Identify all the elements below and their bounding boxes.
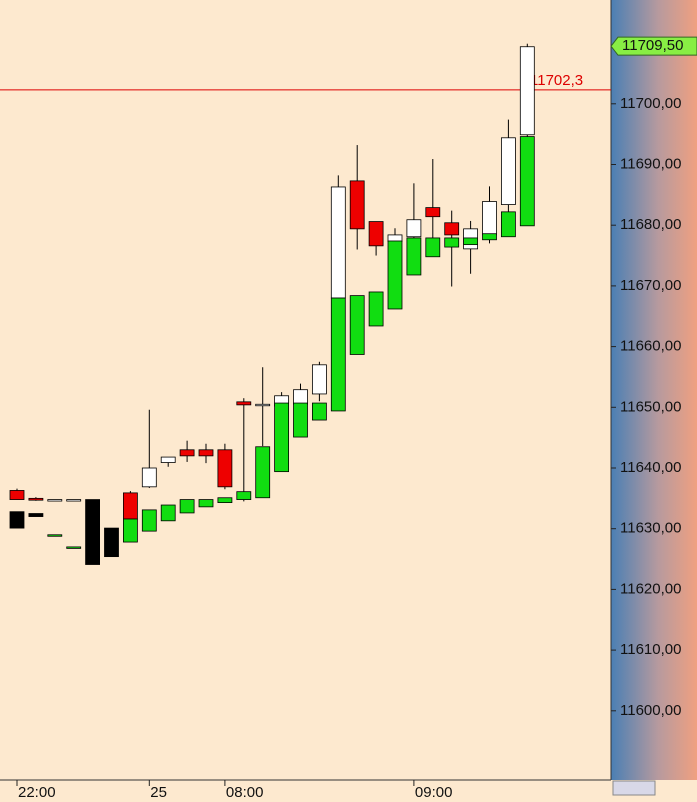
y-tick-label: 11650,00 (620, 398, 681, 415)
candle-body (311, 402, 327, 421)
candle-body (160, 504, 176, 522)
candle-body (236, 491, 252, 500)
candle-body (217, 497, 233, 503)
y-tick-label: 11670,00 (620, 277, 681, 294)
candle-body (425, 237, 441, 258)
candle-body (198, 499, 214, 508)
candle-body (28, 513, 44, 517)
candle-body (9, 490, 25, 500)
y-tick-label: 11610,00 (620, 641, 681, 658)
y-tick-label: 11620,00 (620, 580, 681, 597)
candle-body (387, 240, 403, 310)
candle-body (293, 389, 308, 405)
level-label: 11702,3 (530, 72, 583, 89)
candle-body (311, 364, 327, 395)
candle-body (236, 401, 252, 406)
candle-body (500, 211, 516, 238)
candle-body (123, 492, 138, 520)
candle-body (368, 291, 384, 327)
candle-body (406, 237, 422, 276)
candle-body (217, 449, 233, 488)
x-axis-panel (0, 780, 697, 802)
candle-body (141, 509, 157, 532)
y-tick-label: 11630,00 (620, 520, 681, 537)
candle-body (66, 546, 82, 549)
x-tick-label: 25 (150, 784, 167, 801)
candle-body (444, 222, 460, 236)
candle-body (47, 534, 63, 537)
candle-body (519, 136, 535, 227)
candle-body (406, 219, 422, 238)
candle-body (330, 186, 346, 299)
x-tick-label: 09:00 (415, 784, 453, 801)
candle-body (349, 180, 365, 230)
y-tick-label: 11640,00 (620, 459, 681, 476)
candle-body (463, 237, 479, 246)
candle-body (274, 402, 290, 473)
candle-body (330, 297, 346, 412)
candle-body (9, 511, 25, 529)
candle-body (368, 221, 384, 247)
y-tick-label: 11660,00 (620, 338, 681, 355)
last-price-label: 11709,50 (622, 37, 683, 54)
last-price-tag (610, 36, 697, 56)
candle-body (123, 518, 138, 543)
candle-body (104, 527, 119, 558)
candle-body (519, 46, 535, 136)
candle-body (293, 402, 308, 438)
candle-body (255, 446, 271, 499)
candle-body (28, 497, 44, 501)
candle-body (66, 499, 82, 502)
candle-body (349, 295, 365, 355)
candle-body (482, 233, 497, 241)
candle-body (160, 456, 176, 463)
candle-body (425, 207, 441, 218)
y-axis-panel (611, 0, 697, 780)
scroll-buttons[interactable] (612, 780, 656, 796)
candle-body (47, 499, 63, 502)
candle-body (255, 403, 271, 407)
x-tick-label: 22:00 (18, 784, 56, 801)
candle-body (141, 467, 157, 488)
candle-body (179, 449, 195, 457)
candle-body (482, 201, 497, 236)
y-tick-label: 11600,00 (620, 702, 681, 719)
candle-body (179, 499, 195, 514)
x-tick-label: 08:00 (226, 784, 264, 801)
candle-body (444, 237, 460, 248)
candle-body (500, 137, 516, 205)
y-tick-label: 11680,00 (620, 216, 681, 233)
candle-body (85, 499, 100, 565)
y-tick-label: 11700,00 (620, 95, 681, 112)
candle-body (198, 449, 214, 457)
y-tick-label: 11690,00 (620, 155, 681, 172)
